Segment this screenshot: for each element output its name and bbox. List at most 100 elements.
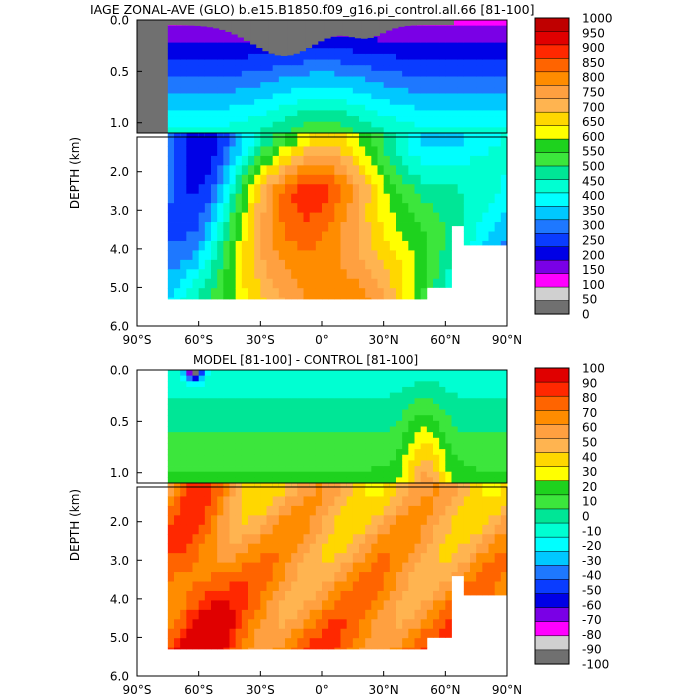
x-tick-label: 90°N bbox=[492, 333, 522, 347]
field-cell bbox=[433, 93, 440, 100]
field-cell bbox=[414, 590, 422, 601]
field-cell bbox=[328, 259, 335, 270]
field-cell bbox=[377, 31, 385, 38]
field-cell bbox=[414, 524, 422, 535]
field-cell bbox=[254, 386, 261, 393]
y-tick-label: 3.0 bbox=[110, 554, 129, 568]
field-cell bbox=[426, 31, 434, 38]
field-cell bbox=[439, 146, 446, 157]
field-cell bbox=[315, 600, 323, 611]
field-cell bbox=[433, 31, 440, 38]
field-cell bbox=[365, 437, 372, 444]
field-cell bbox=[328, 590, 335, 601]
field-cell bbox=[303, 477, 311, 488]
field-cell bbox=[433, 133, 440, 147]
field-cell bbox=[396, 609, 403, 620]
field-cell bbox=[303, 515, 311, 526]
land-mask-cell bbox=[213, 20, 220, 29]
field-cell bbox=[500, 370, 508, 377]
field-cell bbox=[433, 116, 440, 123]
field-cell bbox=[352, 87, 360, 94]
field-cell bbox=[291, 443, 298, 450]
field-cell bbox=[488, 146, 496, 157]
field-cell bbox=[352, 231, 360, 242]
field-cell bbox=[402, 99, 409, 106]
field-cell bbox=[241, 381, 249, 388]
field-cell bbox=[352, 99, 360, 106]
field-cell bbox=[328, 99, 335, 106]
field-cell bbox=[476, 432, 483, 439]
field-cell bbox=[309, 53, 317, 60]
land-mask-cell bbox=[243, 20, 251, 41]
field-cell bbox=[402, 590, 409, 601]
field-cell bbox=[186, 76, 193, 83]
field-cell bbox=[198, 184, 206, 195]
field-cell bbox=[463, 432, 471, 439]
field-cell bbox=[396, 449, 403, 456]
field-cell bbox=[470, 99, 477, 106]
land-mask-cell bbox=[373, 20, 380, 36]
field-cell bbox=[470, 515, 477, 526]
field-cell bbox=[315, 259, 323, 270]
field-cell bbox=[457, 534, 465, 545]
field-cell bbox=[174, 48, 181, 55]
field-cell bbox=[235, 628, 243, 639]
colorbar-swatch bbox=[534, 206, 570, 221]
field-cell bbox=[365, 398, 372, 405]
field-cell bbox=[340, 36, 348, 43]
field-cell bbox=[235, 432, 243, 439]
field-cell bbox=[402, 398, 409, 405]
colorbar-label: 50 bbox=[582, 293, 597, 307]
field-cell bbox=[420, 212, 428, 223]
field-cell bbox=[266, 471, 274, 478]
field-cell bbox=[248, 250, 255, 261]
field-cell bbox=[241, 483, 249, 497]
colorbar-label: 50 bbox=[582, 436, 597, 450]
field-cell bbox=[309, 110, 317, 117]
field-cell bbox=[445, 212, 452, 223]
field-cell bbox=[346, 403, 354, 410]
field-cell bbox=[254, 110, 261, 117]
field-cell bbox=[297, 403, 304, 410]
field-cell bbox=[334, 297, 341, 300]
field-cell bbox=[346, 443, 354, 450]
field-cell bbox=[389, 127, 397, 138]
field-cell bbox=[315, 460, 323, 467]
field-cell bbox=[229, 628, 237, 639]
field-cell bbox=[457, 110, 465, 117]
field-cell bbox=[297, 174, 304, 185]
field-cell bbox=[457, 443, 465, 450]
field-cell bbox=[297, 370, 304, 377]
field-cell bbox=[371, 116, 378, 123]
field-cell bbox=[463, 381, 471, 388]
field-cell bbox=[204, 600, 212, 611]
field-cell bbox=[451, 515, 459, 526]
field-cell bbox=[309, 638, 317, 649]
field-cell bbox=[328, 133, 335, 147]
field-cell bbox=[420, 505, 428, 516]
field-cell bbox=[266, 505, 274, 516]
field-cell bbox=[476, 231, 483, 242]
field-cell bbox=[278, 600, 286, 611]
field-cell bbox=[402, 250, 409, 261]
field-cell bbox=[198, 93, 206, 100]
field-cell bbox=[291, 420, 298, 427]
field-cell bbox=[365, 496, 372, 507]
field-cell bbox=[309, 392, 317, 399]
field-cell bbox=[359, 87, 366, 94]
field-cell bbox=[500, 534, 508, 545]
field-cell bbox=[192, 515, 200, 526]
field-cell bbox=[322, 146, 329, 157]
field-cell bbox=[315, 212, 323, 223]
field-cell bbox=[248, 259, 255, 270]
field-cell bbox=[278, 127, 286, 138]
field-cell bbox=[291, 240, 298, 251]
field-cell bbox=[186, 381, 193, 388]
field-cell bbox=[235, 398, 243, 405]
field-cell bbox=[346, 127, 354, 138]
field-cell bbox=[383, 647, 391, 650]
field-cell bbox=[217, 133, 224, 147]
colorbar-swatch bbox=[534, 466, 570, 482]
field-cell bbox=[309, 628, 317, 639]
field-cell bbox=[445, 443, 452, 450]
